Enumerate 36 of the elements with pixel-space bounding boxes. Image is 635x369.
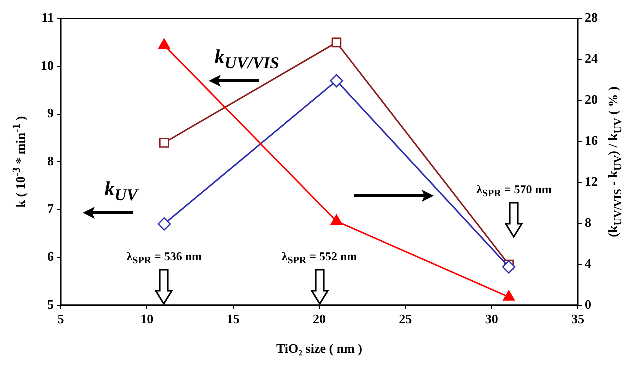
x-tick-label: 25 [399,312,413,327]
annotation: λ$_{SPR}$ = 552 nm [282,248,358,266]
x-tick-label: 10 [140,312,154,327]
point [330,214,343,226]
annotation: λ$_{SPR}$ = 570 nm [476,182,552,200]
y2-tick-label: 12 [585,174,598,189]
x-tick-label: 30 [485,312,498,327]
x-tick-label: 20 [313,312,326,327]
point [330,74,344,88]
annotation: λ$_{SPR}$ = 536 nm [126,248,202,266]
y2-tick-label: 4 [585,256,592,271]
y-tick-label: 5 [48,296,54,312]
y-tick-label: 11 [42,10,54,26]
y2-tick-label: 8 [585,214,592,230]
y-tick-label: 8 [48,153,54,168]
annotation: k$_{UV}$ [104,178,138,206]
y-tick-label: 9 [48,106,54,121]
y-tick-label: 7 [48,201,54,216]
x-tick-label: 35 [572,312,585,327]
point [158,218,172,231]
y2-tick-label: 24 [585,51,598,66]
x-axis-title: TiO₂ size ( nm ) [276,341,362,357]
y-tick-label: 6 [48,248,54,264]
y2-tick-label: 20 [585,92,598,108]
point [503,290,515,301]
point [502,260,516,274]
y2-tick-label: 28 [585,10,598,26]
x-tick-label: 15 [226,312,240,327]
point [160,138,170,148]
point [158,38,170,50]
y-tick-label: 10 [41,58,54,73]
x-tick-label: 5 [58,312,65,327]
annotation: k$_{UV/VIS}$ [214,46,280,74]
y2-tick-label: 16 [585,132,598,148]
y2-tick-label: 0 [585,296,592,312]
point [332,38,342,48]
